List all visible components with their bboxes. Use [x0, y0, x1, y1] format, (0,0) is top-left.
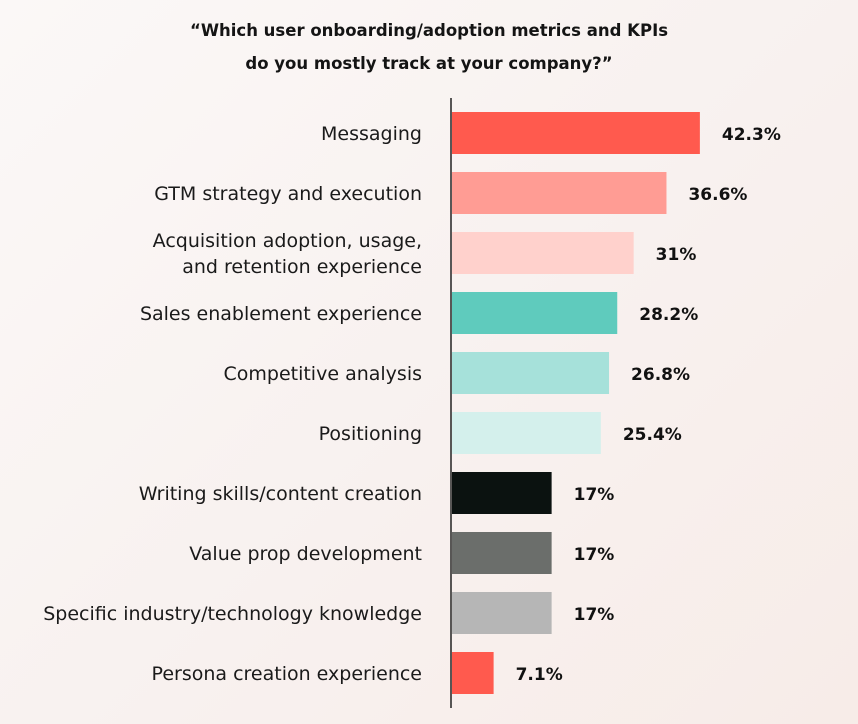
- category-label: Specific industry/technology knowledge: [43, 603, 422, 625]
- category-label: Positioning: [319, 423, 422, 445]
- chart-title: “Which user onboarding/adoption metrics …: [0, 14, 858, 80]
- category-label: Sales enablement experience: [140, 303, 422, 325]
- bar-value-label: 7.1%: [516, 665, 563, 685]
- bar: [452, 352, 610, 394]
- bar-value-label: 17%: [574, 605, 615, 625]
- bar: [452, 232, 634, 274]
- bar: [452, 532, 552, 574]
- bar-value-label: 31%: [656, 245, 697, 265]
- bar-value-label: 42.3%: [722, 125, 781, 145]
- category-label: and retention experience: [182, 256, 422, 278]
- bar: [452, 112, 700, 154]
- chart-title-line-2: do you mostly track at your company?”: [245, 54, 613, 73]
- bar: [452, 592, 552, 634]
- chart-title-line-1: “Which user onboarding/adoption metrics …: [189, 21, 669, 40]
- bar: [452, 472, 552, 514]
- bar-value-label: 36.6%: [688, 185, 747, 205]
- bar: [452, 652, 494, 694]
- category-label: GTM strategy and execution: [154, 183, 422, 205]
- bar: [452, 172, 667, 214]
- category-label: Value prop development: [189, 543, 422, 565]
- bar-value-label: 17%: [574, 545, 615, 565]
- bar-value-label: 28.2%: [639, 305, 698, 325]
- bar-value-label: 17%: [574, 485, 615, 505]
- bar-value-label: 26.8%: [631, 365, 690, 385]
- category-label: Persona creation experience: [152, 663, 422, 685]
- bar: [452, 412, 601, 454]
- category-label: Acquisition adoption, usage,: [153, 230, 422, 252]
- bar-value-label: 25.4%: [623, 425, 682, 445]
- category-label: Writing skills/content creation: [139, 483, 422, 505]
- bar: [452, 292, 618, 334]
- category-label: Competitive analysis: [223, 363, 422, 385]
- category-label: Messaging: [321, 123, 422, 145]
